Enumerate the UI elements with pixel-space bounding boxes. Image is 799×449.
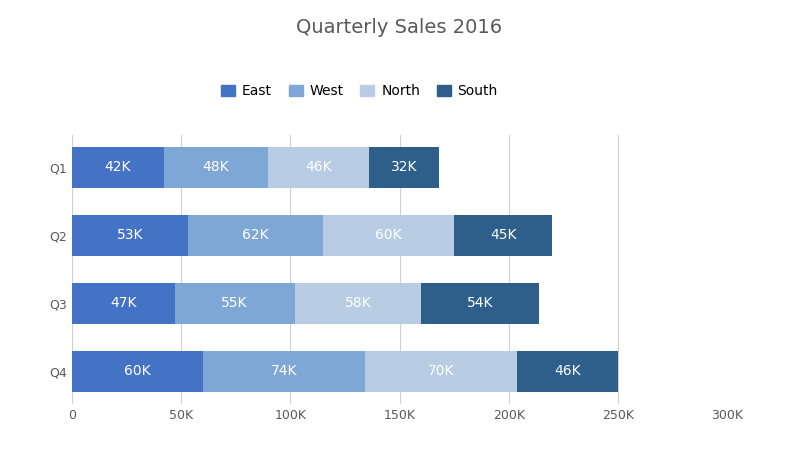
Legend: East, West, North, South: East, West, North, South [216,79,503,104]
Bar [295,283,421,324]
Bar [421,283,539,324]
Text: 70K: 70K [427,365,455,379]
Bar [268,147,369,188]
Text: 46K: 46K [305,160,332,174]
Bar [518,351,618,392]
Bar [72,215,188,256]
Bar [203,351,364,392]
Bar [164,147,268,188]
Bar [364,351,518,392]
Text: 45K: 45K [490,229,516,242]
Bar [323,215,454,256]
Text: 60K: 60K [124,365,151,379]
Text: 42K: 42K [105,160,131,174]
Text: 32K: 32K [391,160,417,174]
Text: 54K: 54K [467,296,494,310]
Text: 48K: 48K [203,160,229,174]
Text: 60K: 60K [376,229,402,242]
Text: 74K: 74K [271,365,297,379]
Bar [72,351,203,392]
Text: 62K: 62K [242,229,268,242]
Bar [454,215,552,256]
Text: 47K: 47K [110,296,137,310]
Text: 55K: 55K [221,296,248,310]
Text: 46K: 46K [555,365,581,379]
Bar [174,283,295,324]
Text: Quarterly Sales 2016: Quarterly Sales 2016 [296,18,503,37]
Bar [72,147,164,188]
Bar [188,215,323,256]
Text: 58K: 58K [344,296,372,310]
Text: 53K: 53K [117,229,143,242]
Bar [72,283,174,324]
Bar [369,147,439,188]
